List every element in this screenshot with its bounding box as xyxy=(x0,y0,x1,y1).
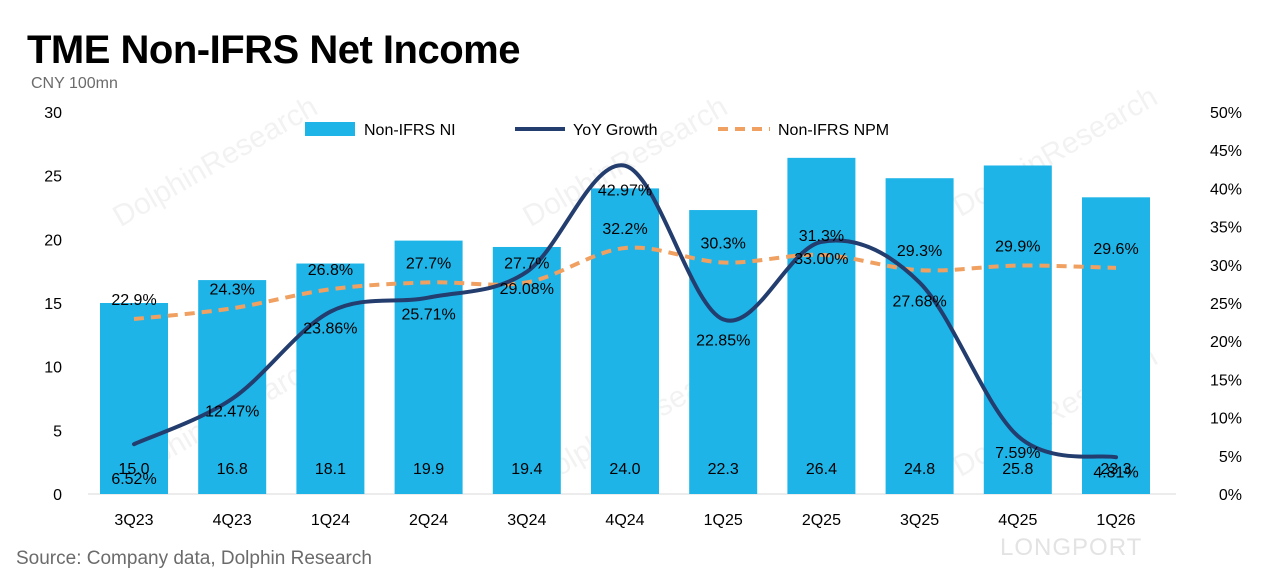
bar-value-label: 22.3 xyxy=(708,461,739,478)
growth-value-label: 33.00% xyxy=(794,251,848,268)
growth-value-label: 29.08% xyxy=(500,281,554,298)
y-right-tick-label: 45% xyxy=(1210,143,1242,160)
growth-line xyxy=(132,163,1118,460)
bar-value-label: 24.8 xyxy=(904,461,935,478)
legend-label-npm: Non-IFRS NPM xyxy=(778,122,889,139)
npm-series xyxy=(133,245,1117,322)
y-left-tick-label: 15 xyxy=(44,296,62,313)
y-left-tick-label: 25 xyxy=(44,169,62,186)
npm-line xyxy=(133,245,1117,322)
growth-value-label: 12.47% xyxy=(205,404,259,421)
y-right-tick-label: 15% xyxy=(1210,372,1242,389)
bar xyxy=(787,157,856,494)
growth-value-label: 4.81% xyxy=(1093,464,1138,481)
legend-label-growth: YoY Growth xyxy=(573,122,658,139)
bar xyxy=(296,263,365,494)
npm-value-label: 24.3% xyxy=(210,281,255,298)
bar-value-label: 15.0 xyxy=(118,461,149,478)
x-tick-label: 3Q25 xyxy=(900,512,939,529)
x-tick-label: 2Q25 xyxy=(802,512,841,529)
bar xyxy=(591,188,659,494)
y-left-tick-label: 10 xyxy=(44,360,62,377)
x-tick-label: 4Q24 xyxy=(605,512,644,529)
y-axis-left: 0 5 10 15 20 25 30 xyxy=(44,105,62,504)
x-tick-label: 1Q26 xyxy=(1096,512,1135,529)
x-tick-label: 3Q24 xyxy=(507,512,546,529)
chart-title: TME Non-IFRS Net Income xyxy=(27,28,520,72)
npm-value-label: 31.3% xyxy=(799,228,844,245)
npm-value-label: 30.3% xyxy=(701,236,746,253)
bar-value-label: 16.8 xyxy=(217,461,248,478)
npm-value-label: 29.6% xyxy=(1093,241,1138,258)
watermark-brand: LONGPORT xyxy=(1000,534,1143,561)
x-tick-label: 4Q23 xyxy=(213,512,252,529)
growth-value-label: 22.85% xyxy=(696,332,750,349)
growth-value-label: 27.68% xyxy=(892,294,946,311)
data-label-layer: 15.0 16.8 18.1 19.9 19.4 24.0 22.3 26.4 24.8 25.8… xyxy=(111,183,1138,488)
x-tick-label: 2Q24 xyxy=(409,512,448,529)
bar-value-label: 25.8 xyxy=(1002,461,1033,478)
y-right-tick-label: 0% xyxy=(1219,487,1242,504)
x-tick-label: 3Q23 xyxy=(114,512,153,529)
npm-value-label: 29.3% xyxy=(897,243,942,260)
y-right-tick-label: 5% xyxy=(1219,449,1242,466)
x-axis: 3Q23 4Q23 1Q24 2Q24 3Q24 4Q24 1Q25 2Q25 3Q25 4Q25… xyxy=(114,512,1135,529)
growth-value-label: 23.86% xyxy=(303,321,357,338)
bar xyxy=(100,303,168,494)
growth-series xyxy=(132,163,1118,460)
bar xyxy=(394,240,463,494)
bar-value-label: 23.3 xyxy=(1100,461,1131,478)
growth-value-label: 6.52% xyxy=(111,471,156,488)
watermark-text: DolphinResearch xyxy=(107,90,323,234)
npm-value-label: 27.7% xyxy=(504,255,549,272)
bar-value-label: 19.4 xyxy=(511,461,542,478)
y-left-tick-label: 30 xyxy=(44,105,62,122)
legend: Non-IFRS NI YoY Growth Non-IFRS NPM xyxy=(305,122,889,139)
growth-value-label: 7.59% xyxy=(995,445,1040,462)
x-tick-label: 1Q24 xyxy=(311,512,350,529)
bar xyxy=(198,280,267,494)
source-note: Source: Company data, Dolphin Research xyxy=(16,548,372,569)
npm-value-label: 27.7% xyxy=(406,255,451,272)
npm-value-label: 26.8% xyxy=(308,262,353,279)
bar-value-label: 24.0 xyxy=(609,461,640,478)
npm-value-label: 29.9% xyxy=(995,239,1040,256)
y-left-tick-label: 5 xyxy=(53,423,62,440)
x-tick-label: 1Q25 xyxy=(704,512,743,529)
growth-value-label: 25.71% xyxy=(401,307,455,324)
npm-value-label: 32.2% xyxy=(602,221,647,238)
unit-label: CNY 100mn xyxy=(31,75,118,92)
bar-value-label: 19.9 xyxy=(413,461,444,478)
y-right-tick-label: 10% xyxy=(1210,411,1242,428)
bar xyxy=(885,178,954,495)
bar xyxy=(689,210,758,494)
legend-label-bar: Non-IFRS NI xyxy=(364,122,456,139)
y-right-tick-label: 50% xyxy=(1210,105,1242,122)
bar-series xyxy=(100,157,1150,495)
bar xyxy=(1082,197,1150,494)
y-left-tick-label: 20 xyxy=(44,232,62,249)
bar-value-label: 26.4 xyxy=(806,461,837,478)
y-axis-right: 0% 5% 10% 15% 20% 25% 30% 35% 40% 45% 50% xyxy=(1210,105,1242,504)
y-left-tick-label: 0 xyxy=(53,487,62,504)
y-right-tick-label: 25% xyxy=(1210,296,1242,313)
bar-value-label: 18.1 xyxy=(315,461,346,478)
growth-value-label: 42.97% xyxy=(598,183,652,200)
y-right-tick-label: 30% xyxy=(1210,258,1242,275)
npm-value-label: 22.9% xyxy=(111,292,156,309)
legend-swatch-bar xyxy=(305,122,355,136)
y-right-tick-label: 20% xyxy=(1210,334,1242,351)
y-right-tick-label: 40% xyxy=(1210,181,1242,198)
bar xyxy=(492,246,561,494)
y-right-tick-label: 35% xyxy=(1210,220,1242,237)
x-tick-label: 4Q25 xyxy=(998,512,1037,529)
bar xyxy=(983,165,1052,495)
